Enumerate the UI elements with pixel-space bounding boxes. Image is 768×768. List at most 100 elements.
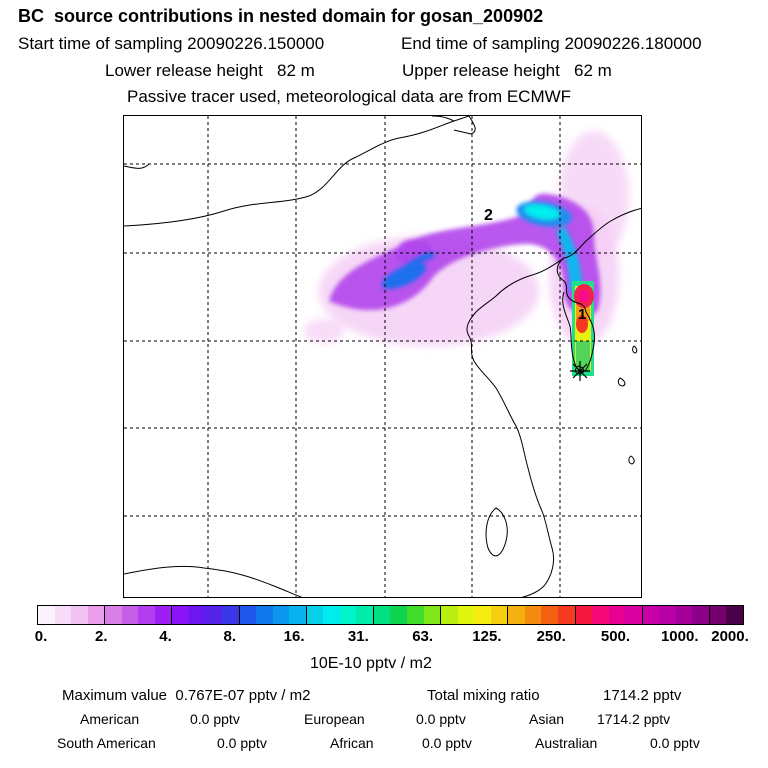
colorbar-cell <box>71 606 88 624</box>
map-panel: 2 1 <box>123 115 642 598</box>
total-mixing-value: 1714.2 pptv <box>603 687 682 704</box>
colorbar-cell <box>457 606 475 624</box>
colorbar-cell <box>172 606 189 624</box>
colorbar-cell <box>105 606 122 624</box>
plume-hot-strip <box>572 281 594 376</box>
colorbar-cell <box>557 606 576 624</box>
chart-title: BC source contributions in nested domain… <box>18 6 544 26</box>
colorbar-cell <box>373 606 391 624</box>
region-asian-value: 1714.2 pptv <box>597 711 671 727</box>
colorbar-cell <box>642 606 660 624</box>
colorbar-cell <box>575 606 593 624</box>
colorbar-tick-label: 500. <box>600 628 631 645</box>
receptor-marker <box>570 361 590 381</box>
plume-blue-west-core <box>381 262 427 290</box>
colorbar-tick-label: 4. <box>159 628 172 645</box>
border-north-notch <box>453 116 476 135</box>
colorbar-cell <box>709 606 727 624</box>
coast-bohai <box>475 257 565 313</box>
colorbar-tick-label: 1000. <box>660 628 699 645</box>
colorbar-cell <box>474 606 491 624</box>
upper-release-height-label: Upper release height 62 m <box>402 61 612 80</box>
border-south <box>124 565 303 597</box>
border-north <box>124 116 470 227</box>
map-label-1: 1 <box>578 306 586 323</box>
region-australian-name: Australian <box>535 735 598 751</box>
coast-korea <box>556 257 595 373</box>
colorbar-cell <box>508 606 525 624</box>
border-northeast <box>563 207 641 259</box>
map-svg: 2 1 <box>124 116 641 597</box>
colorbar-cell <box>339 606 357 624</box>
lower-release-height-label: Lower release height 82 m <box>105 61 315 80</box>
plume-core <box>379 201 582 291</box>
hot-spot-lower <box>576 315 588 333</box>
colorbar-cell <box>239 606 257 624</box>
colorbar-cell <box>54 606 72 624</box>
colorbar-cell <box>490 606 509 624</box>
colorbar-tick-label: 31. <box>347 628 369 645</box>
colorbar-cell <box>188 606 206 624</box>
colorbar-cell <box>541 606 558 624</box>
colorbar-tick-label: 125. <box>472 628 502 645</box>
region-european-name: European <box>304 711 365 727</box>
hot-spot-upper-core <box>579 290 589 302</box>
colorbar-cell <box>256 606 273 624</box>
coast-china-east <box>466 311 555 597</box>
border-northwest <box>124 163 150 169</box>
colorbar-cell <box>524 606 542 624</box>
plume-blue-west <box>379 252 435 291</box>
region-south-american-value: 0.0 pptv <box>217 735 267 751</box>
colorbar-cell <box>726 606 743 624</box>
colorbar-tick-label: 63. <box>412 628 434 645</box>
coast-taiwan <box>485 507 508 557</box>
coast-island-2 <box>628 455 635 465</box>
end-time-label: End time of sampling 20090226.180000 <box>401 34 702 53</box>
region-european-value: 0.0 pptv <box>416 711 466 727</box>
region-south-american-name: South American <box>57 735 156 751</box>
colorbar-cell <box>423 606 442 624</box>
region-australian-value: 0.0 pptv <box>650 735 700 751</box>
colorbar-cell <box>138 606 155 624</box>
lat-lon-grid <box>124 116 641 597</box>
colorbar-tick-label: 250. <box>536 628 566 645</box>
colorbar-tick-label: 2. <box>95 628 108 645</box>
coastlines <box>124 116 641 597</box>
colorbar-ticks: 0. 2. 4. 8. 16. 31. 63. 125. 250. 500. 1000. 2000. <box>0 628 768 648</box>
colorbar-cell <box>356 606 374 624</box>
colorbar-cell <box>272 606 290 624</box>
receptor-marker-d2 <box>572 363 588 379</box>
border-north-edge <box>431 116 455 122</box>
colorbar-tick-label: 16. <box>283 628 305 645</box>
total-mixing-label: Total mixing ratio <box>427 687 540 704</box>
colorbar-tick-label: 2000. <box>711 628 749 645</box>
colorbar-cell <box>407 606 424 624</box>
plume-cyan-north <box>524 204 560 220</box>
map-label-2: 2 <box>484 207 493 224</box>
colorbar-cell <box>441 606 458 624</box>
colorbar-cell <box>289 606 307 624</box>
colorbar-cell <box>154 606 173 624</box>
colorbar-cell <box>38 606 55 624</box>
start-time-label: Start time of sampling 20090226.150000 <box>18 34 325 53</box>
colorbar-cell <box>205 606 223 624</box>
colorbar-cell <box>306 606 324 624</box>
colorbar-cell <box>121 606 139 624</box>
colorbar-cell <box>323 606 340 624</box>
colorbar-cell <box>592 606 609 624</box>
colorbar-cell <box>675 606 693 624</box>
coast-island-1 <box>617 377 626 387</box>
colorbar-cell <box>659 606 676 624</box>
colorbar-unit: 10E-10 pptv / m2 <box>310 655 432 672</box>
tracer-note: Passive tracer used, meteorological data… <box>127 87 572 106</box>
colorbar-tick-label: 0. <box>34 628 48 645</box>
plume-cyan-channel <box>556 226 582 291</box>
colorbar-cell <box>222 606 240 624</box>
colorbar-cell <box>625 606 643 624</box>
colorbar-cell <box>87 606 106 624</box>
region-african-name: African <box>330 735 374 751</box>
coast-island-3 <box>632 345 638 354</box>
region-asian-name: Asian <box>529 711 565 727</box>
max-value-label: Maximum value 0.767E-07 pptv / m2 <box>62 687 311 704</box>
plume-halo-sw <box>304 319 344 343</box>
